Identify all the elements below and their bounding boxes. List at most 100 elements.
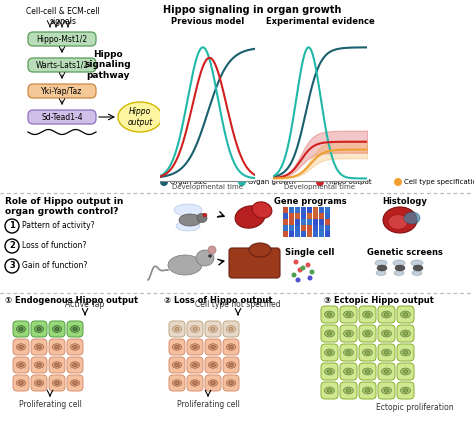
Text: Gene programs: Gene programs bbox=[273, 197, 346, 206]
Ellipse shape bbox=[226, 380, 236, 386]
FancyBboxPatch shape bbox=[13, 339, 29, 355]
Text: Active Yap: Active Yap bbox=[65, 300, 105, 309]
Ellipse shape bbox=[226, 362, 236, 368]
Bar bbox=[295, 213, 301, 219]
Ellipse shape bbox=[403, 389, 408, 392]
Ellipse shape bbox=[403, 370, 408, 373]
Ellipse shape bbox=[211, 381, 215, 385]
Bar bbox=[307, 207, 312, 213]
Circle shape bbox=[316, 178, 324, 186]
Ellipse shape bbox=[179, 214, 201, 226]
Circle shape bbox=[394, 178, 402, 186]
Bar bbox=[319, 213, 325, 219]
Ellipse shape bbox=[211, 327, 215, 331]
FancyBboxPatch shape bbox=[397, 325, 414, 342]
Bar bbox=[289, 219, 294, 225]
Ellipse shape bbox=[384, 351, 389, 354]
Ellipse shape bbox=[346, 370, 351, 373]
FancyBboxPatch shape bbox=[49, 375, 65, 391]
FancyBboxPatch shape bbox=[31, 339, 47, 355]
Ellipse shape bbox=[252, 202, 272, 218]
Ellipse shape bbox=[19, 363, 23, 367]
Ellipse shape bbox=[365, 389, 370, 392]
FancyBboxPatch shape bbox=[187, 357, 203, 373]
Ellipse shape bbox=[175, 363, 179, 367]
Ellipse shape bbox=[193, 327, 197, 331]
Ellipse shape bbox=[363, 349, 373, 356]
Ellipse shape bbox=[211, 363, 215, 367]
FancyBboxPatch shape bbox=[340, 325, 357, 342]
Ellipse shape bbox=[229, 327, 233, 331]
Bar bbox=[325, 213, 330, 219]
Ellipse shape bbox=[55, 363, 59, 367]
FancyBboxPatch shape bbox=[205, 339, 221, 355]
Ellipse shape bbox=[403, 313, 408, 316]
Ellipse shape bbox=[175, 381, 179, 385]
Ellipse shape bbox=[376, 271, 386, 276]
Ellipse shape bbox=[365, 332, 370, 335]
FancyBboxPatch shape bbox=[205, 375, 221, 391]
Ellipse shape bbox=[403, 351, 408, 354]
Ellipse shape bbox=[327, 332, 332, 335]
Ellipse shape bbox=[401, 311, 410, 318]
Bar bbox=[313, 231, 319, 236]
Ellipse shape bbox=[363, 387, 373, 394]
Ellipse shape bbox=[229, 363, 233, 367]
Bar bbox=[313, 207, 319, 213]
Bar bbox=[325, 231, 330, 236]
Ellipse shape bbox=[393, 260, 405, 266]
Ellipse shape bbox=[211, 345, 215, 348]
Ellipse shape bbox=[173, 380, 182, 386]
Text: Genetic screens: Genetic screens bbox=[367, 248, 443, 257]
FancyBboxPatch shape bbox=[169, 321, 185, 337]
Ellipse shape bbox=[191, 362, 200, 368]
Ellipse shape bbox=[365, 351, 370, 354]
Ellipse shape bbox=[37, 327, 41, 331]
Text: Hippo
output: Hippo output bbox=[128, 107, 153, 127]
Ellipse shape bbox=[196, 250, 214, 266]
Ellipse shape bbox=[325, 330, 335, 337]
FancyBboxPatch shape bbox=[169, 357, 185, 373]
Bar bbox=[283, 207, 289, 213]
Ellipse shape bbox=[365, 313, 370, 316]
Ellipse shape bbox=[344, 387, 354, 394]
Ellipse shape bbox=[346, 332, 351, 335]
Bar bbox=[289, 231, 294, 236]
X-axis label: Developmental time: Developmental time bbox=[284, 184, 356, 190]
Text: Gain of function?: Gain of function? bbox=[22, 262, 87, 271]
Ellipse shape bbox=[327, 370, 332, 373]
Ellipse shape bbox=[365, 370, 370, 373]
Ellipse shape bbox=[197, 213, 207, 222]
Ellipse shape bbox=[168, 255, 202, 275]
Ellipse shape bbox=[344, 311, 354, 318]
Text: Sd-Tead1-4: Sd-Tead1-4 bbox=[41, 112, 83, 121]
Ellipse shape bbox=[37, 381, 41, 385]
Ellipse shape bbox=[17, 325, 26, 332]
FancyBboxPatch shape bbox=[67, 357, 83, 373]
Ellipse shape bbox=[193, 381, 197, 385]
Text: Proliferating cell: Proliferating cell bbox=[18, 400, 82, 409]
X-axis label: Developmental time: Developmental time bbox=[172, 184, 243, 190]
Text: Loss of function?: Loss of function? bbox=[22, 242, 86, 250]
FancyBboxPatch shape bbox=[49, 339, 65, 355]
Circle shape bbox=[295, 277, 301, 282]
Text: Cell type specification: Cell type specification bbox=[404, 179, 474, 185]
FancyBboxPatch shape bbox=[31, 375, 47, 391]
FancyBboxPatch shape bbox=[223, 321, 239, 337]
Text: Histology: Histology bbox=[383, 197, 428, 206]
FancyBboxPatch shape bbox=[187, 375, 203, 391]
FancyBboxPatch shape bbox=[378, 382, 395, 399]
Text: Cell-cell & ECM-cell
signals: Cell-cell & ECM-cell signals bbox=[26, 7, 100, 26]
Text: Cell type not specified: Cell type not specified bbox=[195, 300, 281, 309]
Ellipse shape bbox=[325, 349, 335, 356]
Ellipse shape bbox=[382, 349, 392, 356]
Circle shape bbox=[5, 219, 19, 233]
Ellipse shape bbox=[118, 102, 162, 132]
Ellipse shape bbox=[404, 212, 420, 224]
FancyBboxPatch shape bbox=[321, 382, 338, 399]
Ellipse shape bbox=[209, 255, 211, 257]
Text: Yki-Yap/Taz: Yki-Yap/Taz bbox=[41, 86, 82, 95]
Text: ③ Ectopic Hippo output: ③ Ectopic Hippo output bbox=[324, 296, 434, 305]
FancyBboxPatch shape bbox=[49, 321, 65, 337]
Ellipse shape bbox=[325, 368, 335, 375]
